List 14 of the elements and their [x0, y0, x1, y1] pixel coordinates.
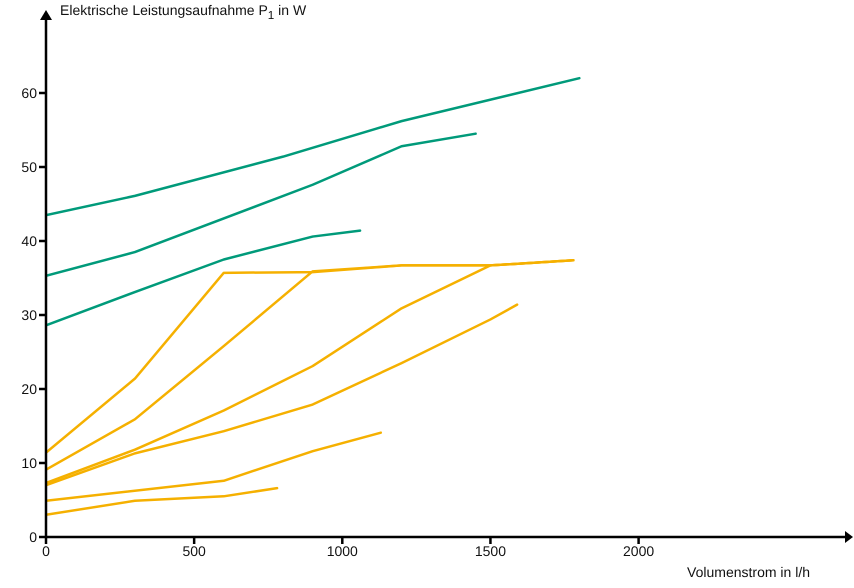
- y-tick-label: 10: [21, 454, 38, 471]
- x-tick-label: 1500: [474, 542, 506, 559]
- y-tick-label: 20: [21, 380, 38, 397]
- y-tick-label: 30: [21, 306, 38, 323]
- x-tick-label: 0: [42, 542, 50, 559]
- x-tick-label: 2000: [623, 542, 654, 559]
- y-tick-label: 0: [29, 528, 38, 545]
- y-tick-label: 50: [21, 158, 38, 175]
- x-tick-label: 1000: [326, 542, 358, 559]
- x-tick-label: 500: [182, 542, 206, 559]
- y-axis-title: Elektrische Leistungsaufnahme P$_{1}$ in W: [60, 2, 306, 22]
- y-tick-label: 40: [21, 232, 38, 249]
- x-axis-title: Volumenstrom in l/h: [687, 564, 810, 580]
- y-tick-label: 60: [21, 84, 38, 101]
